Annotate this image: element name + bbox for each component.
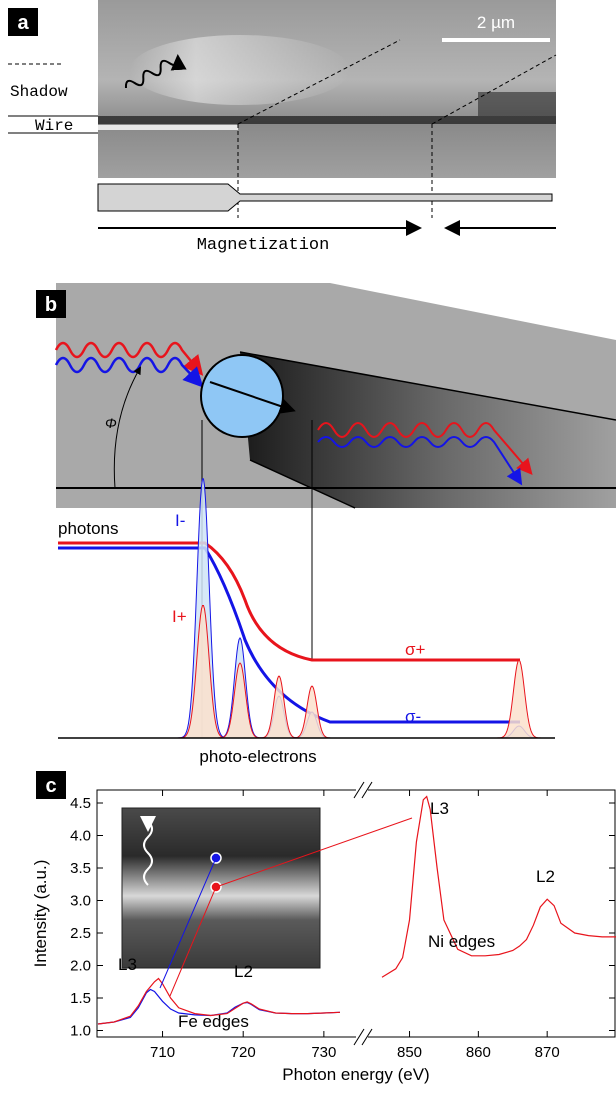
axis-break-bottom-0 [353, 1028, 365, 1046]
fe-edges-label: Fe edges [178, 1012, 249, 1031]
y-tick-label-1: 1.5 [70, 990, 91, 1007]
photoelectrons-label: photo-electrons [199, 747, 316, 766]
wire-dark-edge [98, 116, 556, 124]
angle-label: Φ [105, 415, 117, 431]
magnetization-label: Magnetization [197, 236, 330, 255]
fe-l2-label: L2 [234, 962, 253, 981]
magnetization-vector-icon [209, 381, 296, 414]
panel-c-letter: c [45, 775, 56, 797]
peak-plus-3 [280, 685, 344, 739]
sigma-plus-label: σ+ [405, 640, 425, 659]
panel-a: a 2 µm Shadow Wire Magnetization [8, 0, 557, 255]
xray-wave-icon [124, 54, 187, 89]
y-tick-label-3: 2.5 [70, 925, 91, 942]
incoming-red-wave [54, 341, 204, 376]
y-tick-label-5: 3.5 [70, 860, 91, 877]
wire-cross-section [200, 354, 284, 438]
inset-red-leader-ni [215, 817, 413, 888]
x-tick-label-left-2: 730 [311, 1044, 336, 1061]
panel-b-letter-box [36, 290, 66, 318]
cone-bottom-edge [249, 459, 356, 509]
wire-schematic [97, 183, 553, 212]
x-axis-label: Photon energy (eV) [282, 1065, 429, 1084]
ni-l2-label: L2 [536, 867, 555, 886]
wire-label: Wire [35, 117, 73, 135]
i-minus-label: I- [175, 511, 185, 530]
photons-red-curve [58, 541, 520, 662]
spectrum-plot: 1.0 1.5 2.0 2.5 3.0 3.5 4.0 4.5 710 720 730 850 860 8… [31, 781, 616, 1084]
shadow-dark-right [478, 92, 556, 116]
inset-xray-wave-icon [140, 816, 156, 886]
sem-bright-region [130, 35, 350, 105]
axis-break-top-1 [361, 781, 373, 799]
panel-a-letter: a [17, 12, 29, 34]
x-tick-label-right-1: 860 [466, 1044, 491, 1061]
electron-peaks [164, 478, 554, 739]
i-plus-label: I+ [172, 607, 187, 626]
shadow-label: Shadow [10, 83, 68, 101]
panel-b-letter: b [45, 294, 57, 316]
outgoing-blue-wave [317, 436, 523, 486]
photons-blue-curve [58, 546, 520, 724]
axis-break-bottom-1 [361, 1028, 373, 1046]
shadow-line-2 [431, 54, 557, 125]
x-tick-label-left-1: 720 [231, 1044, 256, 1061]
sigma-minus-label: σ- [405, 707, 421, 726]
inset-red-leader-fe [169, 886, 217, 997]
incoming-blue-wave [54, 356, 204, 388]
outgoing-red-wave [317, 422, 533, 476]
x-tick-label-right-2: 870 [535, 1044, 560, 1061]
panel-a-letter-box [8, 8, 38, 36]
spectrum-line-2 [381, 795, 616, 978]
fe-l3-label: L3 [118, 955, 137, 974]
cone-top-edge [239, 351, 616, 421]
y-tick-label-2: 2.0 [70, 958, 91, 975]
panel-b: b Φ photons I- I+ σ+ σ- photo-electrons [36, 283, 616, 766]
y-tick-label-4: 3.0 [70, 893, 91, 910]
y-tick-label-6: 4.0 [70, 828, 91, 845]
x-tick-label-right-0: 850 [397, 1044, 422, 1061]
spectrum-line-1 [97, 977, 341, 1025]
panel-c: c 1.0 1.5 2.0 2.5 3.0 3.5 4.0 4.5 710 720 730 850 86… [31, 771, 616, 1084]
wire-bright-edge [98, 125, 238, 130]
ni-edges-label: Ni edges [428, 932, 495, 951]
x-tick-label-left-0: 710 [150, 1044, 175, 1061]
photons-label: photons [58, 519, 119, 538]
y-axis-label: Intensity (a.u.) [31, 860, 50, 968]
inset-blue-leader [159, 857, 217, 989]
panel-c-letter-box [36, 771, 66, 799]
axis-break-top-0 [353, 781, 365, 799]
scalebar-label: 2 µm [477, 13, 515, 32]
y-tick-label-7: 4.5 [70, 795, 91, 812]
ni-l3-label: L3 [430, 799, 449, 818]
shadow-line-1 [237, 39, 401, 125]
peak-plus-4 [484, 659, 554, 739]
angle-arc [113, 366, 141, 489]
scalebar [442, 38, 550, 42]
y-tick-label-0: 1.0 [70, 1023, 91, 1040]
